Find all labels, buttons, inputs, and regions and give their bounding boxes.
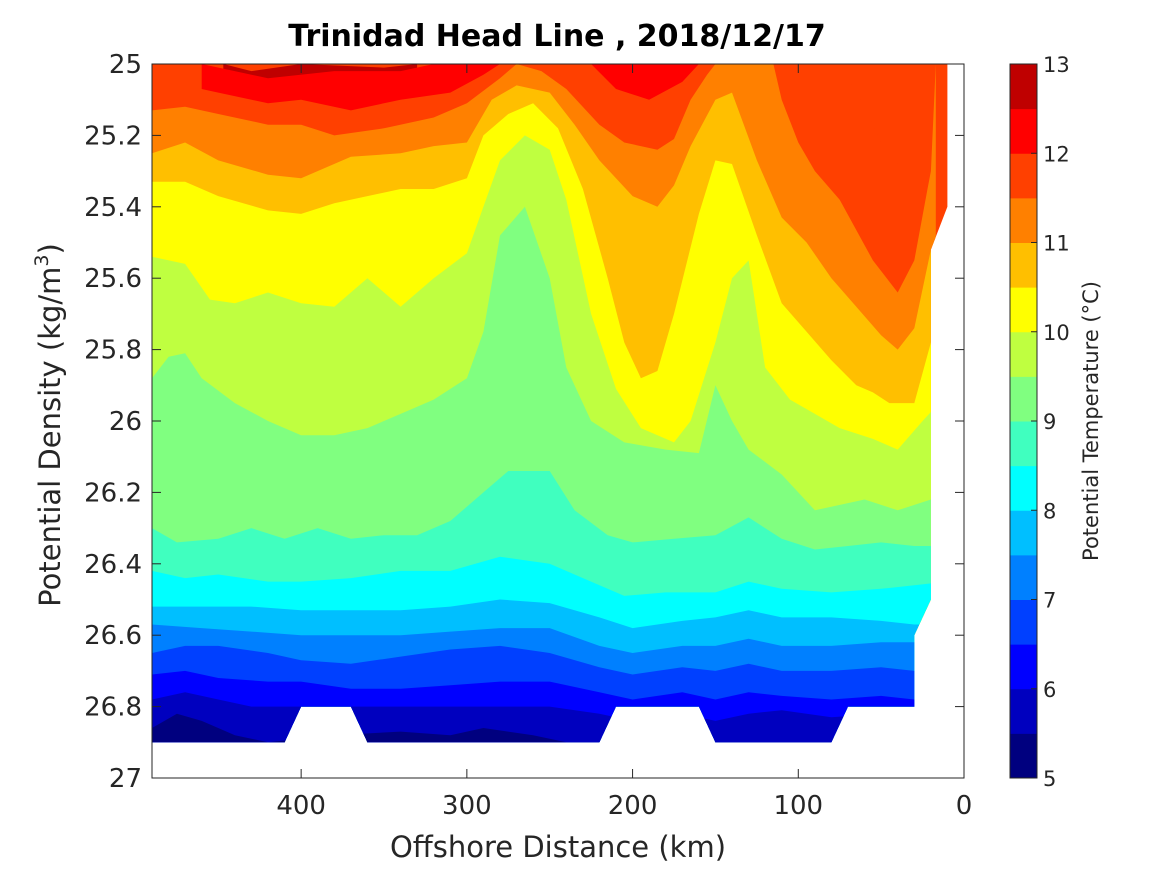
colorbar-segment bbox=[1010, 599, 1037, 645]
colorbar-tick-label: 12 bbox=[1043, 142, 1070, 166]
colorbar-segment bbox=[1010, 376, 1037, 422]
x-tick-label: 200 bbox=[608, 791, 658, 821]
x-axis-label: Offshore Distance (km) bbox=[390, 830, 726, 864]
y-tick-label: 26.6 bbox=[84, 621, 142, 651]
colorbar-segment bbox=[1010, 510, 1037, 556]
colorbar-segment bbox=[1010, 108, 1037, 154]
colorbar-segment bbox=[1010, 242, 1037, 288]
colorbar-segment bbox=[1010, 733, 1037, 779]
colorbar-segment bbox=[1010, 287, 1037, 333]
y-tick-label: 27 bbox=[109, 764, 142, 794]
x-tick-label: 400 bbox=[276, 791, 326, 821]
colorbar-tick-label: 6 bbox=[1043, 678, 1056, 702]
colorbar-tick-label: 8 bbox=[1043, 499, 1056, 523]
y-tick-label: 26.2 bbox=[84, 478, 142, 508]
x-tick-label: 300 bbox=[442, 791, 492, 821]
colorbar-tick-label: 10 bbox=[1043, 321, 1070, 345]
colorbar-segment bbox=[1010, 64, 1037, 110]
colorbar-segment bbox=[1010, 421, 1037, 467]
y-tick-label: 25.8 bbox=[84, 336, 142, 366]
colorbar-segment bbox=[1010, 197, 1037, 243]
colorbar-label: Potential Temperature (°C) bbox=[1079, 281, 1103, 561]
colorbar-segment bbox=[1010, 688, 1037, 734]
y-tick-label: 25 bbox=[109, 50, 142, 80]
y-tick-label: 25.2 bbox=[84, 121, 142, 151]
colorbar-segment bbox=[1010, 554, 1037, 600]
colorbar: 5 6 7 8 9 10 11 12 13 bbox=[1009, 53, 1070, 791]
y-tick-label: 26 bbox=[109, 407, 142, 437]
colorbar-tick-label: 11 bbox=[1043, 232, 1070, 256]
y-tick-label: 26.4 bbox=[84, 550, 142, 580]
y-axis-label: Potential Density (kg/m3) bbox=[31, 243, 67, 607]
chart-title: Trinidad Head Line , 2018/12/17 bbox=[288, 19, 825, 54]
x-axis: 400 300 200 100 0 bbox=[276, 64, 972, 821]
contour-fills bbox=[152, 64, 948, 743]
colorbar-segment bbox=[1010, 153, 1037, 199]
x-tick-label: 0 bbox=[956, 791, 973, 821]
colorbar-segment bbox=[1010, 465, 1037, 511]
colorbar-tick-label: 7 bbox=[1043, 589, 1056, 613]
colorbar-segment bbox=[1010, 331, 1037, 377]
y-tick-label: 26.8 bbox=[84, 693, 142, 723]
y-axis: 25 25.2 25.4 25.6 25.8 26 26.2 26.4 26.6 26.8 27 bbox=[84, 50, 964, 794]
y-tick-label: 25.6 bbox=[84, 264, 142, 294]
isotherm-band-5-5 bbox=[152, 692, 948, 743]
y-tick-label: 25.4 bbox=[84, 193, 142, 223]
colorbar-tick-label: 13 bbox=[1043, 53, 1070, 77]
colorbar-segment bbox=[1010, 644, 1037, 690]
x-tick-label: 100 bbox=[773, 791, 823, 821]
colorbar-tick-label: 9 bbox=[1043, 410, 1056, 434]
colorbar-tick-label: 5 bbox=[1043, 767, 1056, 791]
